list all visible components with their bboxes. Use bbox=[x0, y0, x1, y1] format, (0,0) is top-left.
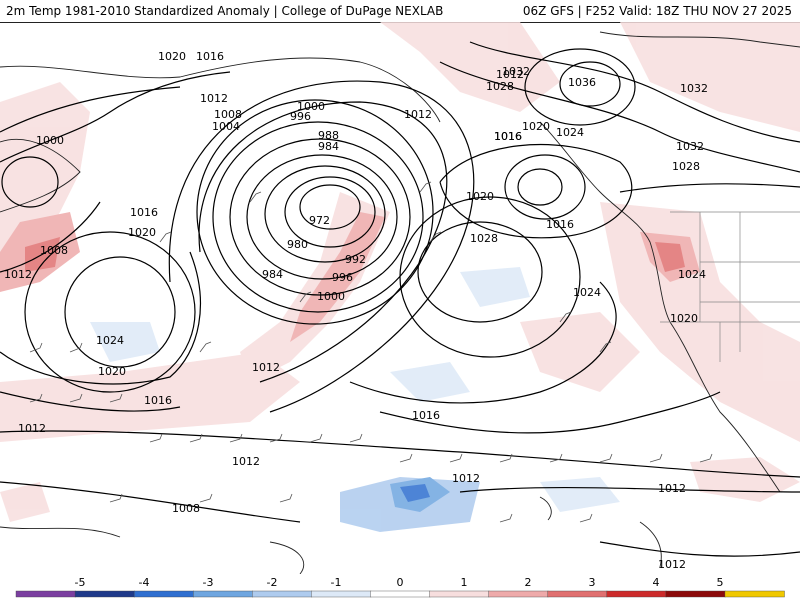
legend-tick: -5 bbox=[75, 576, 86, 589]
isobar-label: 1012 bbox=[658, 482, 686, 495]
legend-tick: 5 bbox=[717, 576, 724, 589]
isobar-label: 1024 bbox=[96, 334, 124, 347]
model-run-info: 06Z GFS | F252 Valid: 18Z THU NOV 27 202… bbox=[522, 4, 792, 18]
legend-color-swatch bbox=[665, 590, 726, 598]
map-title: 2m Temp 1981-2010 Standardized Anomaly |… bbox=[6, 4, 444, 18]
isobar-label: 996 bbox=[332, 271, 353, 284]
header-bar: 2m Temp 1981-2010 Standardized Anomaly |… bbox=[0, 0, 800, 23]
isobar-label: 1012 bbox=[232, 455, 260, 468]
legend-tick-labels: -5 -4 -3 -2 -1 0 1 2 3 4 5 bbox=[75, 576, 724, 589]
isobar-label: 1016 bbox=[412, 409, 440, 422]
isobar-label: 1020 bbox=[522, 120, 550, 133]
isobar-label: 1016 bbox=[144, 394, 172, 407]
legend-tick: -2 bbox=[267, 576, 278, 589]
legend-tick: 2 bbox=[525, 576, 532, 589]
isobar-lines bbox=[0, 41, 800, 557]
isobar-label: 1028 bbox=[486, 80, 514, 93]
isobar-label: 1020 bbox=[670, 312, 698, 325]
isobar-label: 1004 bbox=[212, 120, 240, 133]
isobar-label: 1016 bbox=[130, 206, 158, 219]
isobar-label: 1024 bbox=[678, 268, 706, 281]
isobar-label: 1020 bbox=[158, 50, 186, 63]
isobar-label: 1016 bbox=[546, 218, 574, 231]
isobar-label: 1028 bbox=[470, 232, 498, 245]
legend-color-swatch bbox=[252, 590, 313, 598]
isobar-label: 1008 bbox=[172, 502, 200, 515]
isobar-label: 1036 bbox=[568, 76, 596, 89]
isobar-label: 972 bbox=[309, 214, 330, 227]
isobar-label: 1012 bbox=[658, 558, 686, 571]
legend-color-swatch bbox=[74, 590, 135, 598]
anomaly-shading bbox=[0, 22, 800, 532]
isobar-label: 980 bbox=[287, 238, 308, 251]
political-borders bbox=[660, 211, 800, 362]
isobar-label: 988 bbox=[318, 129, 339, 142]
isobar-label: 1016 bbox=[494, 130, 522, 143]
isobar-label: 1028 bbox=[672, 160, 700, 173]
anomaly-map: 1020 1016 1012 1008 1004 1000 996 988 98… bbox=[0, 22, 800, 574]
isobar-label: 992 bbox=[345, 253, 366, 266]
isobar-labels: 1020 1016 1012 1008 1004 1000 996 988 98… bbox=[4, 50, 708, 571]
isobar-label: 1020 bbox=[128, 226, 156, 239]
legend-color-swatch bbox=[724, 590, 785, 598]
isobar-label: 1016 bbox=[494, 130, 522, 143]
isobar-label: 1032 bbox=[680, 82, 708, 95]
coastlines bbox=[0, 31, 800, 574]
isobar-label: 1020 bbox=[466, 190, 494, 203]
legend-color-swatch bbox=[429, 590, 490, 598]
legend-tick: 4 bbox=[653, 576, 660, 589]
legend-color-swatch bbox=[547, 590, 608, 598]
legend-color-bar bbox=[15, 590, 785, 598]
wind-barbs bbox=[29, 181, 713, 523]
color-scale-legend: -5 -4 -3 -2 -1 0 1 2 3 4 5 bbox=[0, 574, 800, 600]
isobar-label: 1012 bbox=[252, 361, 280, 374]
isobar-label: 1012 bbox=[496, 68, 524, 81]
legend-tick: 3 bbox=[589, 576, 596, 589]
isobar-label: 1024 bbox=[556, 126, 584, 139]
legend-tick: -1 bbox=[331, 576, 342, 589]
isobar-label: 996 bbox=[290, 110, 311, 123]
isobar-label: 1024 bbox=[573, 286, 601, 299]
legend-color-swatch bbox=[311, 590, 372, 598]
legend-color-swatch bbox=[370, 590, 431, 598]
legend-tick: -4 bbox=[139, 576, 150, 589]
legend-color-swatch bbox=[193, 590, 254, 598]
legend-tick: -3 bbox=[203, 576, 214, 589]
legend-tick: 0 bbox=[397, 576, 404, 589]
isobar-label: 1012 bbox=[18, 422, 46, 435]
isobar-label: 1016 bbox=[196, 50, 224, 63]
isobar-label: 1012 bbox=[404, 108, 432, 121]
isobar-label: 984 bbox=[262, 268, 283, 281]
isobar-label: 1000 bbox=[36, 134, 64, 147]
isobar-label: 1008 bbox=[214, 108, 242, 121]
isobar-label: 1000 bbox=[317, 290, 345, 303]
isobar-label: 1012 bbox=[4, 268, 32, 281]
isobar-label: 1008 bbox=[40, 244, 68, 257]
legend-color-swatch bbox=[133, 590, 194, 598]
legend-tick: 1 bbox=[461, 576, 468, 589]
isobar-label: 984 bbox=[318, 140, 339, 153]
isobar-label: 1012 bbox=[452, 472, 480, 485]
isobar-label: 1000 bbox=[297, 100, 325, 113]
isobar-label: 1032 bbox=[502, 65, 530, 78]
legend-color-swatch bbox=[15, 590, 76, 598]
isobar-label: 1032 bbox=[676, 140, 704, 153]
isobar-label: 1020 bbox=[98, 365, 126, 378]
legend-color-swatch bbox=[488, 590, 549, 598]
legend-color-swatch bbox=[606, 590, 667, 598]
isobar-label: 1012 bbox=[200, 92, 228, 105]
